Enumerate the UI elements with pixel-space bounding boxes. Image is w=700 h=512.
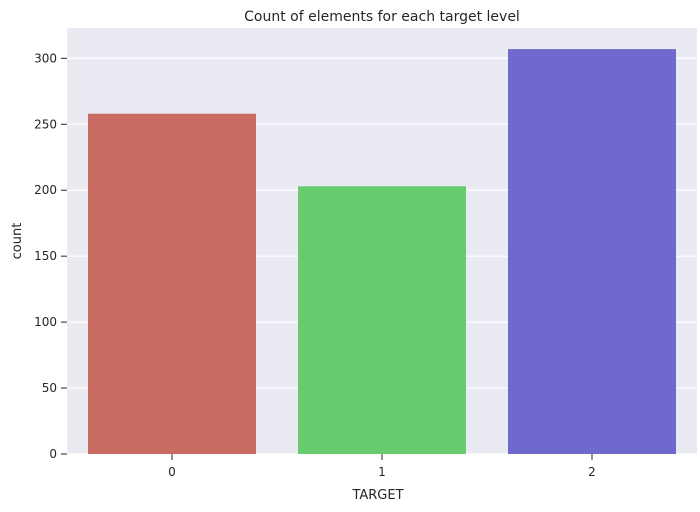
y-tick-label-1: 50 <box>42 381 57 395</box>
x-tick-label-1: 1 <box>378 465 386 479</box>
x-axis-label: TARGET <box>351 488 403 503</box>
bar-0 <box>88 113 256 455</box>
x-tick-label-2: 2 <box>588 465 596 479</box>
x-axis-ticks: 0 1 2 <box>168 454 596 479</box>
y-tick-label-0: 0 <box>49 447 57 461</box>
bars <box>88 49 676 455</box>
y-tick-label-5: 250 <box>34 117 57 131</box>
x-tick-label-0: 0 <box>168 465 176 479</box>
y-axis-ticks: 0 50 100 150 200 250 300 <box>34 51 67 461</box>
y-tick-label-3: 150 <box>34 249 57 263</box>
bar-1 <box>298 186 466 455</box>
y-tick-label-6: 300 <box>34 51 57 65</box>
y-tick-label-2: 100 <box>34 315 57 329</box>
y-tick-label-4: 200 <box>34 183 57 197</box>
chart-title: Count of elements for each target level <box>244 9 520 25</box>
bar-2 <box>508 49 676 454</box>
y-axis-label: count <box>10 223 25 260</box>
